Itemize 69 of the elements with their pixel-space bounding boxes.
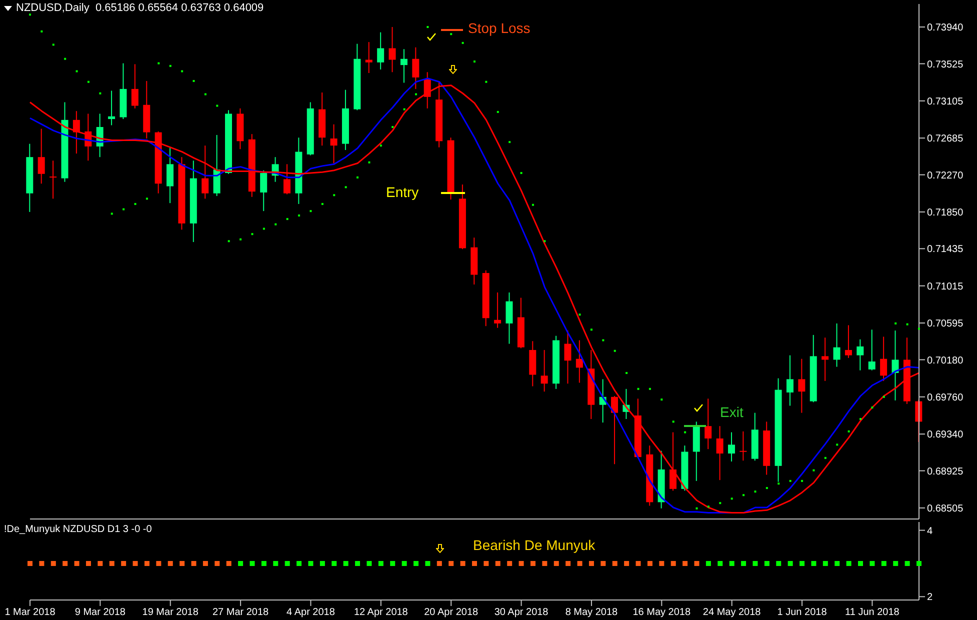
y-tick-label: 0.68505 [927, 503, 964, 514]
x-tick-label: 19 Mar 2018 [142, 607, 199, 618]
candlestick [540, 349, 548, 392]
y-tick-label: 0.70595 [927, 318, 964, 330]
candlestick [611, 396, 618, 465]
y-tick-label: 0.71435 [927, 244, 964, 256]
candlestick [283, 164, 290, 195]
y-tick-label: 0.69760 [927, 392, 964, 404]
candlestick [728, 432, 735, 462]
y-tick-label: 0.71850 [927, 207, 964, 218]
candlestick [880, 336, 888, 382]
candlestick [260, 170, 268, 212]
candlestick [330, 124, 338, 164]
y-tick-label: 0.70180 [927, 355, 964, 366]
y-tick-label: 2 [927, 592, 933, 604]
annotation: Exit [720, 404, 744, 420]
y-tick-label: 0.69340 [927, 430, 964, 441]
candlestick [564, 330, 572, 384]
candlestick [506, 292, 513, 344]
x-tick-label: 24 May 2018 [702, 607, 762, 618]
y-tick-label: 0.68925 [927, 466, 964, 478]
candlestick [892, 330, 899, 401]
candlestick [377, 32, 384, 70]
chart-title: !De_Munyuk NZDUSD D1 3 -0 -0 [4, 524, 152, 535]
candlestick [202, 145, 209, 200]
x-tick-label: 4 Apr 2018 [286, 607, 336, 618]
annotation: Entry [386, 184, 419, 200]
y-tick-label: 0.73105 [927, 96, 964, 108]
candlestick [822, 337, 829, 382]
candlestick [412, 46, 420, 90]
x-tick-label: 9 Mar 2018 [74, 607, 126, 618]
candlestick [166, 146, 174, 204]
x-tick-label: 20 Apr 2018 [424, 607, 479, 618]
y-tick-label: 4 [927, 526, 933, 537]
candlestick [704, 398, 712, 450]
candlestick [833, 322, 840, 368]
y-tick-label: 0.71015 [927, 281, 964, 292]
candlestick [670, 432, 677, 492]
y-tick-label: 0.73940 [927, 22, 964, 34]
candlestick [50, 160, 57, 200]
candlestick [716, 426, 724, 481]
candlestick [131, 64, 138, 109]
candlestick [786, 354, 794, 406]
x-tick-label: 27 Mar 2018 [212, 607, 270, 618]
annotation: Bearish De Munyuk [473, 537, 596, 553]
candlestick [38, 128, 45, 184]
x-tick-label: 1 Mar 2018 [4, 607, 56, 618]
candlestick [576, 340, 583, 384]
y-tick-label: 0.72685 [927, 134, 964, 145]
candlestick [108, 90, 116, 126]
x-tick-label: 30 Apr 2018 [494, 607, 549, 618]
candlestick [740, 430, 747, 462]
x-tick-label: 8 May 2018 [565, 607, 618, 618]
x-tick-label: 12 Apr 2018 [354, 607, 408, 618]
y-tick-label: 0.73525 [927, 59, 964, 70]
x-tick-label: 16 May 2018 [632, 607, 691, 618]
candlestick [400, 48, 408, 84]
y-tick-label: 0.72270 [927, 170, 964, 182]
candlestick [494, 292, 502, 328]
candlestick [856, 338, 864, 371]
annotation: Stop Loss [468, 20, 530, 36]
candlestick [798, 358, 806, 414]
chart-title: NZDUSD,Daily 0.65186 0.65564 0.63763 0.64009 [16, 2, 264, 14]
candlestick [388, 26, 396, 73]
x-tick-label: 11 Jun 2018 [845, 607, 900, 618]
candlestick [365, 42, 372, 74]
candlestick [868, 329, 876, 371]
x-tick-label: 1 Jun 2018 [777, 607, 828, 618]
candlestick [844, 324, 852, 358]
